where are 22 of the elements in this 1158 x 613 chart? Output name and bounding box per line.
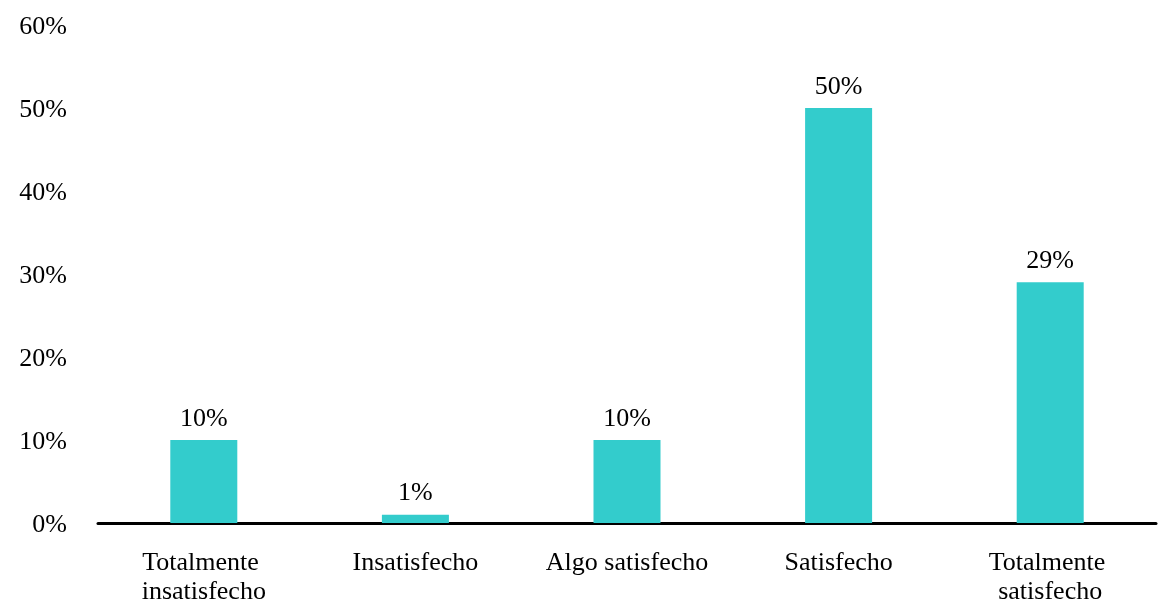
data-label: 29% <box>1026 244 1075 274</box>
bar <box>170 440 238 523</box>
y-tick-label: 60% <box>19 10 67 40</box>
y-tick-label: 10% <box>19 425 67 455</box>
x-tick-label: Totalmente satisfecho <box>988 547 1112 605</box>
y-tick-label: 50% <box>19 93 67 123</box>
data-label: 50% <box>814 70 863 100</box>
bar <box>593 440 661 523</box>
x-tick-label: Satisfecho <box>784 547 893 576</box>
bar <box>805 108 873 523</box>
y-tick-label: 20% <box>19 342 67 372</box>
y-tick-label: 30% <box>19 259 67 289</box>
data-label: 10% <box>179 402 228 432</box>
y-tick-label: 0% <box>32 508 67 538</box>
x-tick-label: Algo satisfecho <box>545 547 709 576</box>
y-tick-label: 40% <box>19 176 67 206</box>
x-tick-label: Totalmente insatisfecho <box>141 547 266 605</box>
bar <box>1016 282 1084 523</box>
bar <box>381 514 449 523</box>
data-label: 10% <box>603 402 651 432</box>
x-tick-label: Insatisfecho <box>352 547 479 576</box>
data-label: 1% <box>398 477 433 507</box>
